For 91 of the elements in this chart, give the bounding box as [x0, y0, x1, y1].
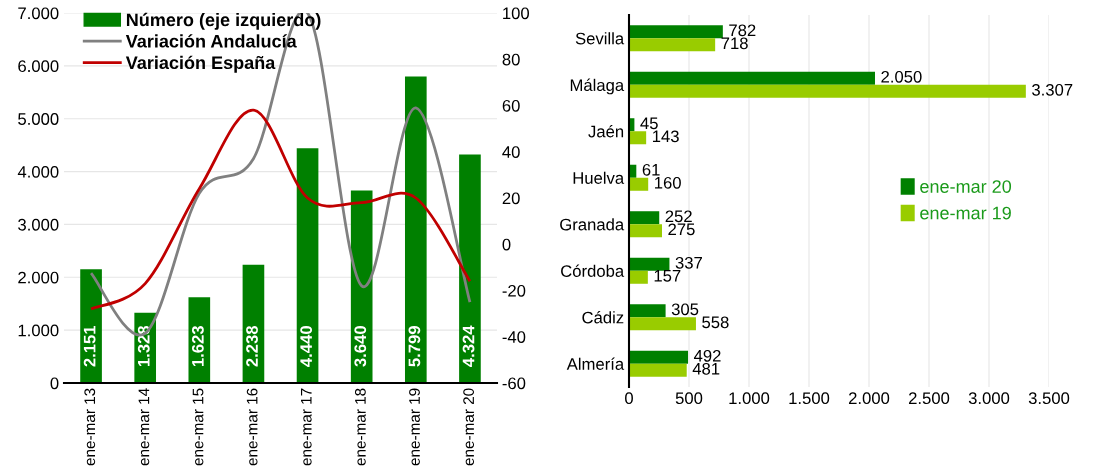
- data-label: 3.307: [1032, 83, 1073, 96]
- data-label: 782: [729, 24, 756, 37]
- legend-label: ene-mar 20: [920, 180, 1012, 193]
- data-label: 718: [721, 37, 748, 50]
- y-tick-label: Huelva: [573, 171, 625, 184]
- x-tick-label: 500: [675, 392, 703, 405]
- y2-tick-label: 80: [502, 53, 520, 66]
- x-tick-label: ene-mar 13: [84, 388, 96, 466]
- data-label: 252: [665, 210, 692, 223]
- data-label: 305: [671, 303, 699, 316]
- y-tick-label: 4.000: [17, 165, 59, 178]
- bar: [629, 350, 689, 364]
- y2-tick-label: -60: [502, 377, 526, 390]
- bar: [459, 154, 481, 383]
- bar: [629, 71, 875, 85]
- bar: [629, 270, 648, 284]
- x-tick-label: ene-mar 15: [192, 388, 204, 466]
- data-label: 5.799: [408, 326, 421, 367]
- legend-label: ene-mar 19: [920, 206, 1011, 220]
- x-tick-label: 2.000: [848, 392, 890, 405]
- data-label: 2.151: [83, 325, 96, 367]
- x-tick-label: 1.000: [729, 392, 770, 405]
- y2-tick-label: 100: [503, 7, 530, 20]
- y-tick-label: Almería: [566, 357, 625, 370]
- y-tick-label: Jaén: [588, 125, 624, 138]
- x-tick-label: 2.500: [908, 392, 950, 405]
- y-tick-label: Córdoba: [561, 264, 625, 277]
- x-tick-label: 3.000: [968, 392, 1010, 405]
- bar: [629, 177, 649, 191]
- y2-tick-label: 20: [502, 192, 520, 205]
- x-tick-label: 0: [625, 392, 633, 405]
- y-tick-label: 0: [50, 377, 59, 390]
- x-tick-label: 3.500: [1028, 392, 1070, 405]
- y2-tick-label: -40: [502, 331, 526, 343]
- bar: [296, 148, 319, 383]
- bar: [629, 363, 687, 377]
- bar: [188, 297, 211, 383]
- data-label: 1.328: [137, 325, 150, 367]
- y2-tick-label: -20: [502, 284, 526, 297]
- bar: [629, 25, 723, 39]
- line-series: [89, 108, 472, 311]
- legend-label: Variación España: [125, 55, 276, 73]
- y-tick-label: Granada: [560, 218, 625, 231]
- y-tick-label: Málaga: [570, 78, 625, 95]
- y-tick-label: 6.000: [18, 60, 59, 73]
- bar: [629, 38, 716, 52]
- data-label: 1.623: [191, 326, 204, 367]
- x-tick-label: ene-mar 17: [301, 388, 312, 466]
- bar: [629, 304, 666, 318]
- data-label: 4.440: [300, 326, 313, 367]
- data-label: 275: [668, 223, 695, 236]
- x-tick-label: ene-mar 19: [409, 388, 420, 466]
- y-tick-label: 3.000: [18, 218, 59, 231]
- data-label: 3.640: [354, 326, 367, 367]
- bar: [404, 76, 427, 383]
- data-label: 45: [640, 117, 658, 130]
- legend-label: Variación Andalucía: [125, 34, 297, 48]
- data-label: 337: [675, 256, 702, 269]
- y2-tick-label: 40: [502, 146, 520, 158]
- x-tick-label: 1.500: [789, 392, 830, 405]
- legend-label: Número (eje izquierdo): [126, 12, 321, 30]
- y-tick-label: 7.000: [18, 7, 59, 20]
- x-tick-label: ene-mar 20: [463, 388, 475, 466]
- y2-tick-label: 0: [502, 238, 511, 251]
- data-label: 160: [655, 176, 681, 189]
- x-tick-label: ene-mar 18: [354, 388, 366, 466]
- bar: [629, 317, 696, 331]
- bar: [629, 257, 670, 271]
- y-tick-label: 1.000: [18, 324, 59, 337]
- data-label: 492: [693, 349, 721, 362]
- data-label: 61: [642, 163, 660, 176]
- data-label: 481: [692, 362, 720, 375]
- y-tick-label: Sevilla: [575, 32, 625, 45]
- data-label: 157: [654, 270, 681, 282]
- bar: [629, 211, 660, 225]
- data-label: 143: [652, 130, 679, 143]
- bar: [80, 269, 102, 383]
- y-tick-label: Cádiz: [582, 311, 624, 324]
- bar: [629, 84, 1026, 98]
- data-label: 2.238: [246, 325, 258, 367]
- bar: [629, 224, 662, 238]
- data-label: 558: [702, 316, 729, 329]
- x-tick-label: ene-mar 16: [246, 388, 258, 466]
- y-tick-label: 2.000: [18, 271, 59, 284]
- x-tick-label: ene-mar 14: [138, 388, 150, 466]
- y-tick-label: 5.000: [18, 113, 59, 125]
- bar: [350, 190, 373, 383]
- bar: [629, 131, 647, 145]
- data-label: 4.324: [462, 325, 475, 367]
- y2-tick-label: 60: [502, 99, 520, 112]
- data-label: 2.050: [881, 70, 922, 83]
